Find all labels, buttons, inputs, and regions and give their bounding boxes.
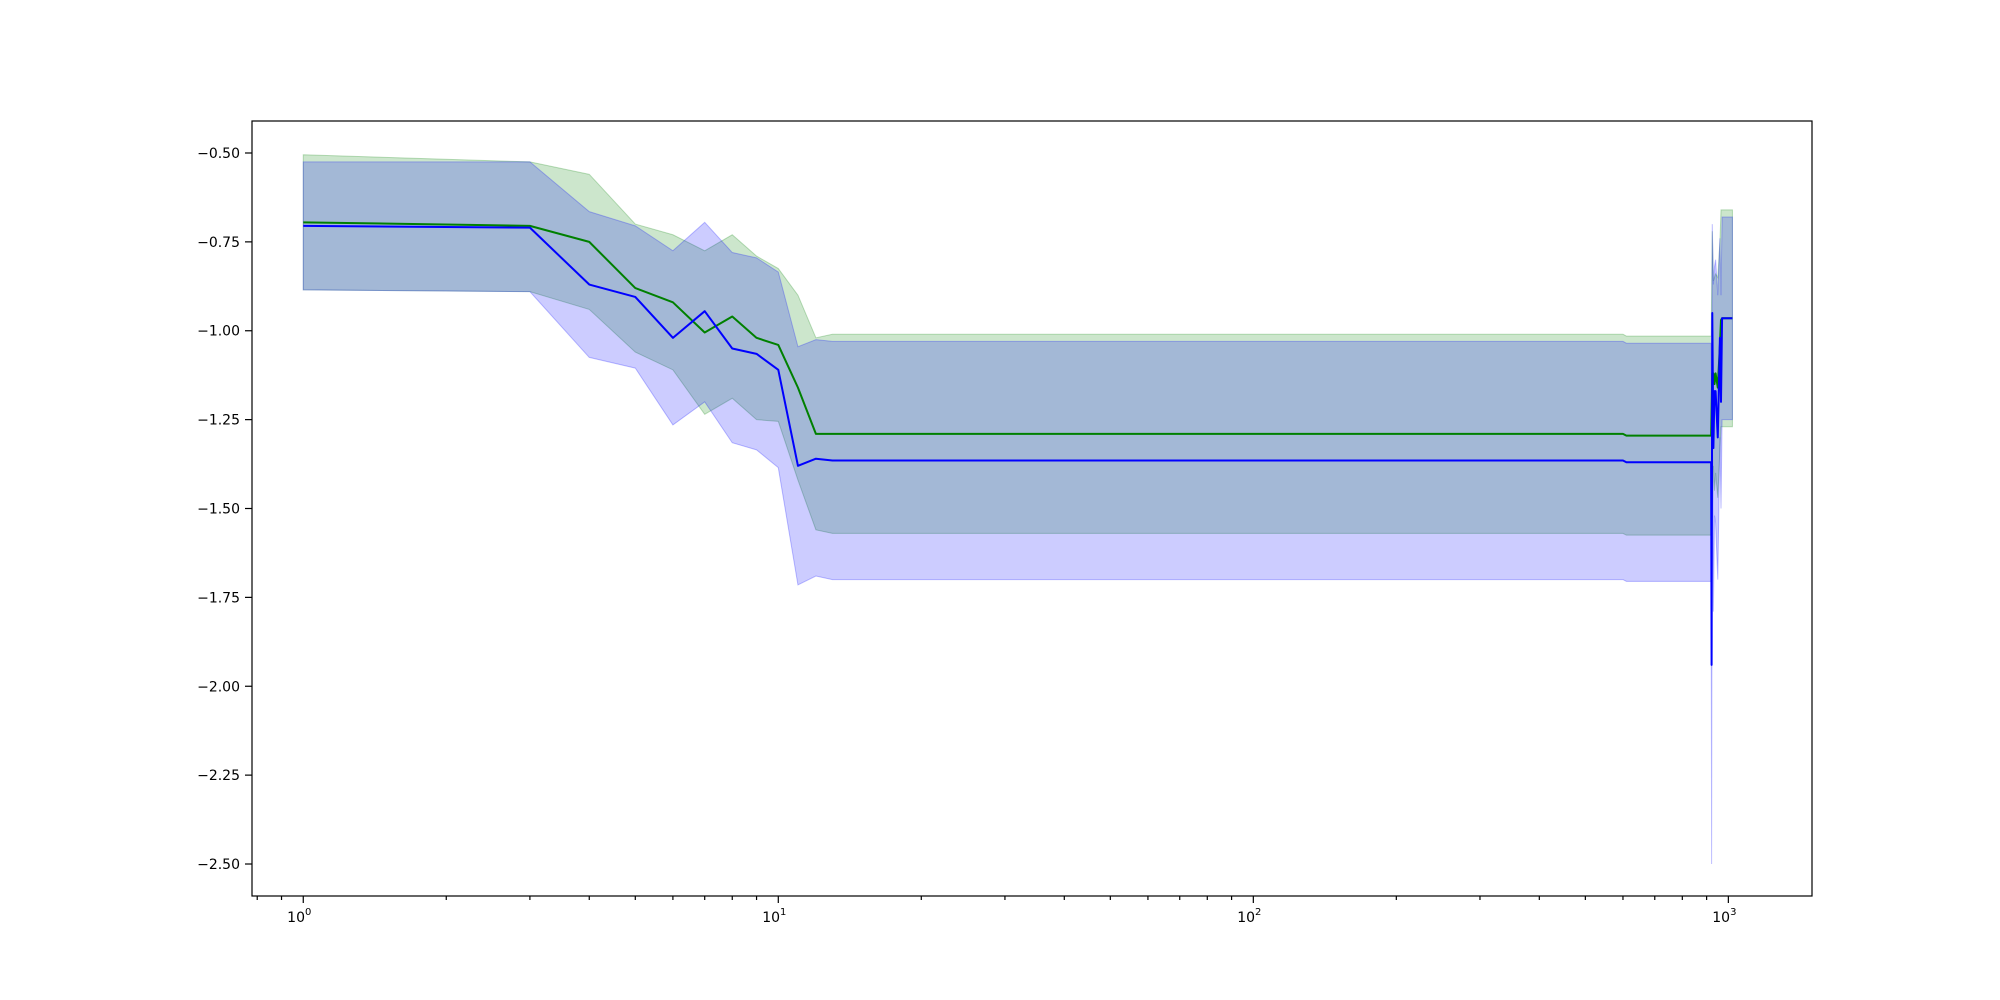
- y-tick-label: −2.25: [197, 768, 240, 784]
- y-tick-label: −0.50: [197, 146, 240, 162]
- x-tick-label: 102: [1237, 907, 1261, 926]
- series-2-band: [302, 161, 1733, 865]
- series-2-line: [303, 224, 1733, 666]
- series-lines: [303, 221, 1733, 666]
- x-tick-exponent: 2: [1255, 907, 1261, 918]
- x-tick-label: 101: [762, 907, 786, 926]
- y-tick-label: −1.25: [197, 413, 240, 429]
- x-axis: 100 101 102 103: [256, 896, 1736, 926]
- y-tick-label: −1.50: [197, 502, 240, 518]
- y-tick-label: −2.00: [197, 679, 240, 695]
- y-tick-label: −0.75: [197, 235, 240, 251]
- x-tick-label: 100: [287, 907, 311, 926]
- y-tick-label: −1.00: [197, 324, 240, 340]
- confidence-bands: [302, 154, 1733, 865]
- y-tick-label: −2.50: [197, 857, 240, 873]
- x-tick-exponent: 0: [305, 907, 311, 918]
- x-tick-label: 103: [1712, 907, 1736, 926]
- series-1-band: [302, 154, 1733, 536]
- x-tick-exponent: 1: [780, 907, 786, 918]
- y-axis: −0.50 −0.75 −1.00 −1.25 −1.50 −1.75 −2.00 −2.25…: [197, 146, 252, 873]
- x-tick-exponent: 3: [1730, 907, 1736, 918]
- y-tick-label: −1.75: [197, 590, 240, 606]
